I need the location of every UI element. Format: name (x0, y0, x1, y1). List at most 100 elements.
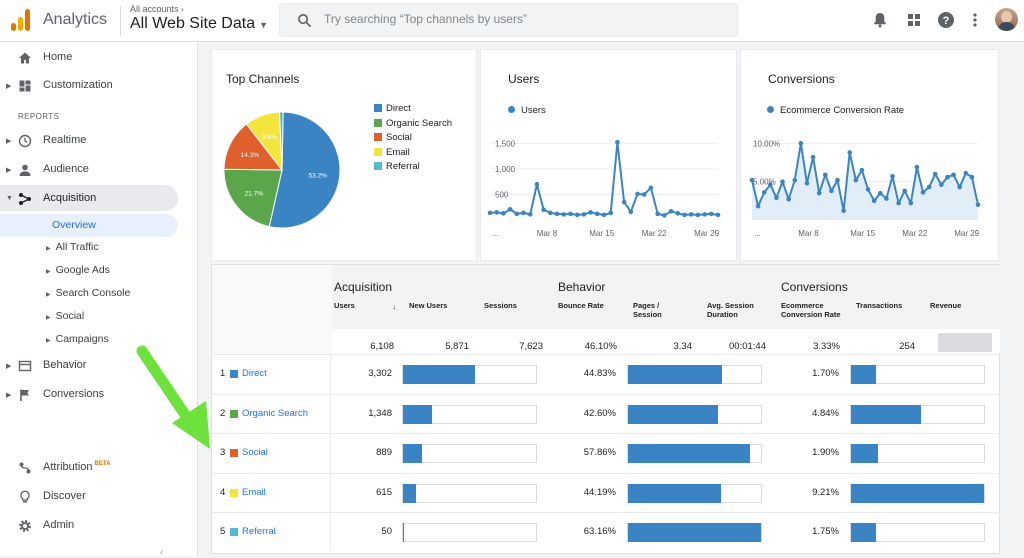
data-point[interactable] (890, 174, 895, 179)
data-point[interactable] (792, 177, 798, 183)
channel-link[interactable]: Organic Search (242, 407, 309, 419)
data-point[interactable] (527, 212, 533, 217)
data-point[interactable] (608, 210, 614, 216)
col-transactions[interactable]: Transactions (856, 301, 903, 310)
expand-caret-icon[interactable]: ▶ (6, 138, 12, 145)
data-point[interactable] (908, 200, 914, 206)
data-point[interactable] (768, 182, 773, 188)
sidebar-item-admin[interactable]: Admin (0, 513, 198, 539)
apps-grid-icon[interactable] (905, 11, 923, 29)
data-point[interactable] (761, 190, 767, 195)
sidebar-item-home[interactable]: Home (0, 45, 198, 71)
pie-slice-organic-search[interactable] (223, 168, 283, 228)
data-point[interactable] (975, 202, 981, 207)
expand-caret-icon[interactable]: ▶ (46, 315, 51, 321)
expand-caret-icon[interactable]: ▶ (6, 167, 12, 174)
data-point[interactable] (695, 212, 701, 218)
data-point[interactable] (561, 212, 567, 217)
data-point[interactable] (932, 171, 938, 177)
dropdown-icon[interactable]: ▼ (259, 20, 269, 30)
data-point[interactable] (755, 203, 761, 209)
data-point[interactable] (507, 206, 513, 212)
more-vert-icon[interactable] (966, 11, 984, 29)
data-point[interactable] (581, 212, 587, 217)
data-point[interactable] (969, 174, 975, 180)
data-point[interactable] (635, 191, 640, 197)
expand-caret-icon[interactable]: ▶ (46, 246, 51, 252)
breadcrumb-text[interactable]: All accounts (130, 4, 179, 14)
sort-desc-icon[interactable]: ↓ (392, 304, 397, 311)
data-point[interactable] (568, 211, 573, 217)
data-point[interactable] (896, 200, 901, 206)
data-point[interactable] (675, 211, 681, 216)
avatar[interactable] (995, 8, 1018, 31)
collapse-caret-icon[interactable]: ▼ (6, 195, 13, 202)
col-avg-session-duration[interactable]: Avg. Session Duration (707, 301, 754, 319)
data-point[interactable] (835, 177, 840, 183)
subnav-item-all-traffic[interactable]: ▶ All Traffic (46, 241, 99, 253)
data-point[interactable] (902, 188, 908, 194)
search-box[interactable] (279, 3, 738, 37)
data-point[interactable] (816, 190, 822, 196)
data-point[interactable] (594, 211, 600, 217)
account-selector[interactable]: All Web Site Data ▼ (130, 15, 268, 33)
pie-slice-social[interactable] (223, 123, 284, 171)
data-point[interactable] (668, 209, 674, 214)
data-point[interactable] (715, 212, 721, 218)
data-point[interactable] (655, 211, 660, 217)
data-point[interactable] (501, 211, 506, 216)
col-revenue[interactable]: Revenue (930, 301, 962, 310)
data-point[interactable] (682, 212, 687, 218)
data-point[interactable] (884, 196, 889, 201)
col-new-users[interactable]: New Users (409, 301, 448, 310)
expand-caret-icon[interactable]: ▶ (46, 338, 51, 344)
sidebar-item-customization[interactable]: ▶ Customization (0, 73, 198, 99)
bell-icon[interactable] (871, 11, 889, 29)
data-point[interactable] (541, 207, 546, 213)
data-point[interactable] (514, 211, 520, 217)
data-point[interactable] (810, 154, 816, 160)
help-icon[interactable]: ? (937, 11, 955, 29)
data-point[interactable] (534, 181, 540, 187)
data-point[interactable] (914, 164, 920, 170)
data-point[interactable] (548, 210, 553, 216)
data-point[interactable] (641, 192, 647, 197)
expand-caret-icon[interactable]: ▶ (6, 392, 12, 399)
sidebar-item-attribution[interactable]: Attribution BETA (0, 455, 198, 481)
data-point[interactable] (780, 179, 785, 184)
data-point[interactable] (963, 170, 969, 176)
data-point[interactable] (628, 209, 634, 215)
breadcrumb[interactable]: All accounts › (130, 4, 184, 14)
data-point[interactable] (521, 210, 526, 216)
data-point[interactable] (574, 212, 580, 218)
data-point[interactable] (494, 210, 500, 215)
sidebar-item-behavior[interactable]: ▶ Behavior (0, 353, 198, 379)
data-point[interactable] (939, 182, 944, 188)
account-name[interactable]: All Web Site Data (130, 15, 256, 32)
sidebar-item-discover[interactable]: Discover (0, 484, 198, 510)
data-point[interactable] (621, 199, 627, 205)
subnav-item-overview[interactable]: Overview (52, 219, 96, 231)
subnav-item-google-ads[interactable]: ▶ Google Ads (46, 264, 110, 276)
data-point[interactable] (487, 210, 493, 216)
data-point[interactable] (688, 212, 694, 217)
subnav-item-campaigns[interactable]: ▶ Campaigns (46, 333, 109, 345)
col-bounce-rate[interactable]: Bounce Rate (558, 301, 604, 310)
pie-slice-direct[interactable] (268, 111, 341, 229)
data-point[interactable] (829, 188, 834, 194)
channel-link[interactable]: Direct (242, 368, 267, 379)
col-pages-session[interactable]: Pages / Session (633, 301, 662, 319)
sidebar-item-realtime[interactable]: ▶ Realtime (0, 128, 198, 154)
data-point[interactable] (786, 197, 791, 202)
data-point[interactable] (926, 184, 932, 190)
data-point[interactable] (822, 172, 828, 178)
data-point[interactable] (951, 172, 956, 178)
search-input[interactable] (324, 12, 724, 26)
sidebar-item-acquisition[interactable]: ▼ Acquisition (0, 186, 198, 212)
expand-caret-icon[interactable]: ▶ (46, 292, 51, 298)
channel-link[interactable]: Referral (242, 526, 276, 538)
col-ecommerce-conversion-rate[interactable]: Ecommerce Conversion Rate (781, 301, 841, 319)
subnav-item-search-console[interactable]: ▶ Search Console (46, 287, 130, 299)
sidebar-item-conversions[interactable]: ▶ Conversions (0, 382, 198, 408)
data-point[interactable] (841, 208, 846, 214)
